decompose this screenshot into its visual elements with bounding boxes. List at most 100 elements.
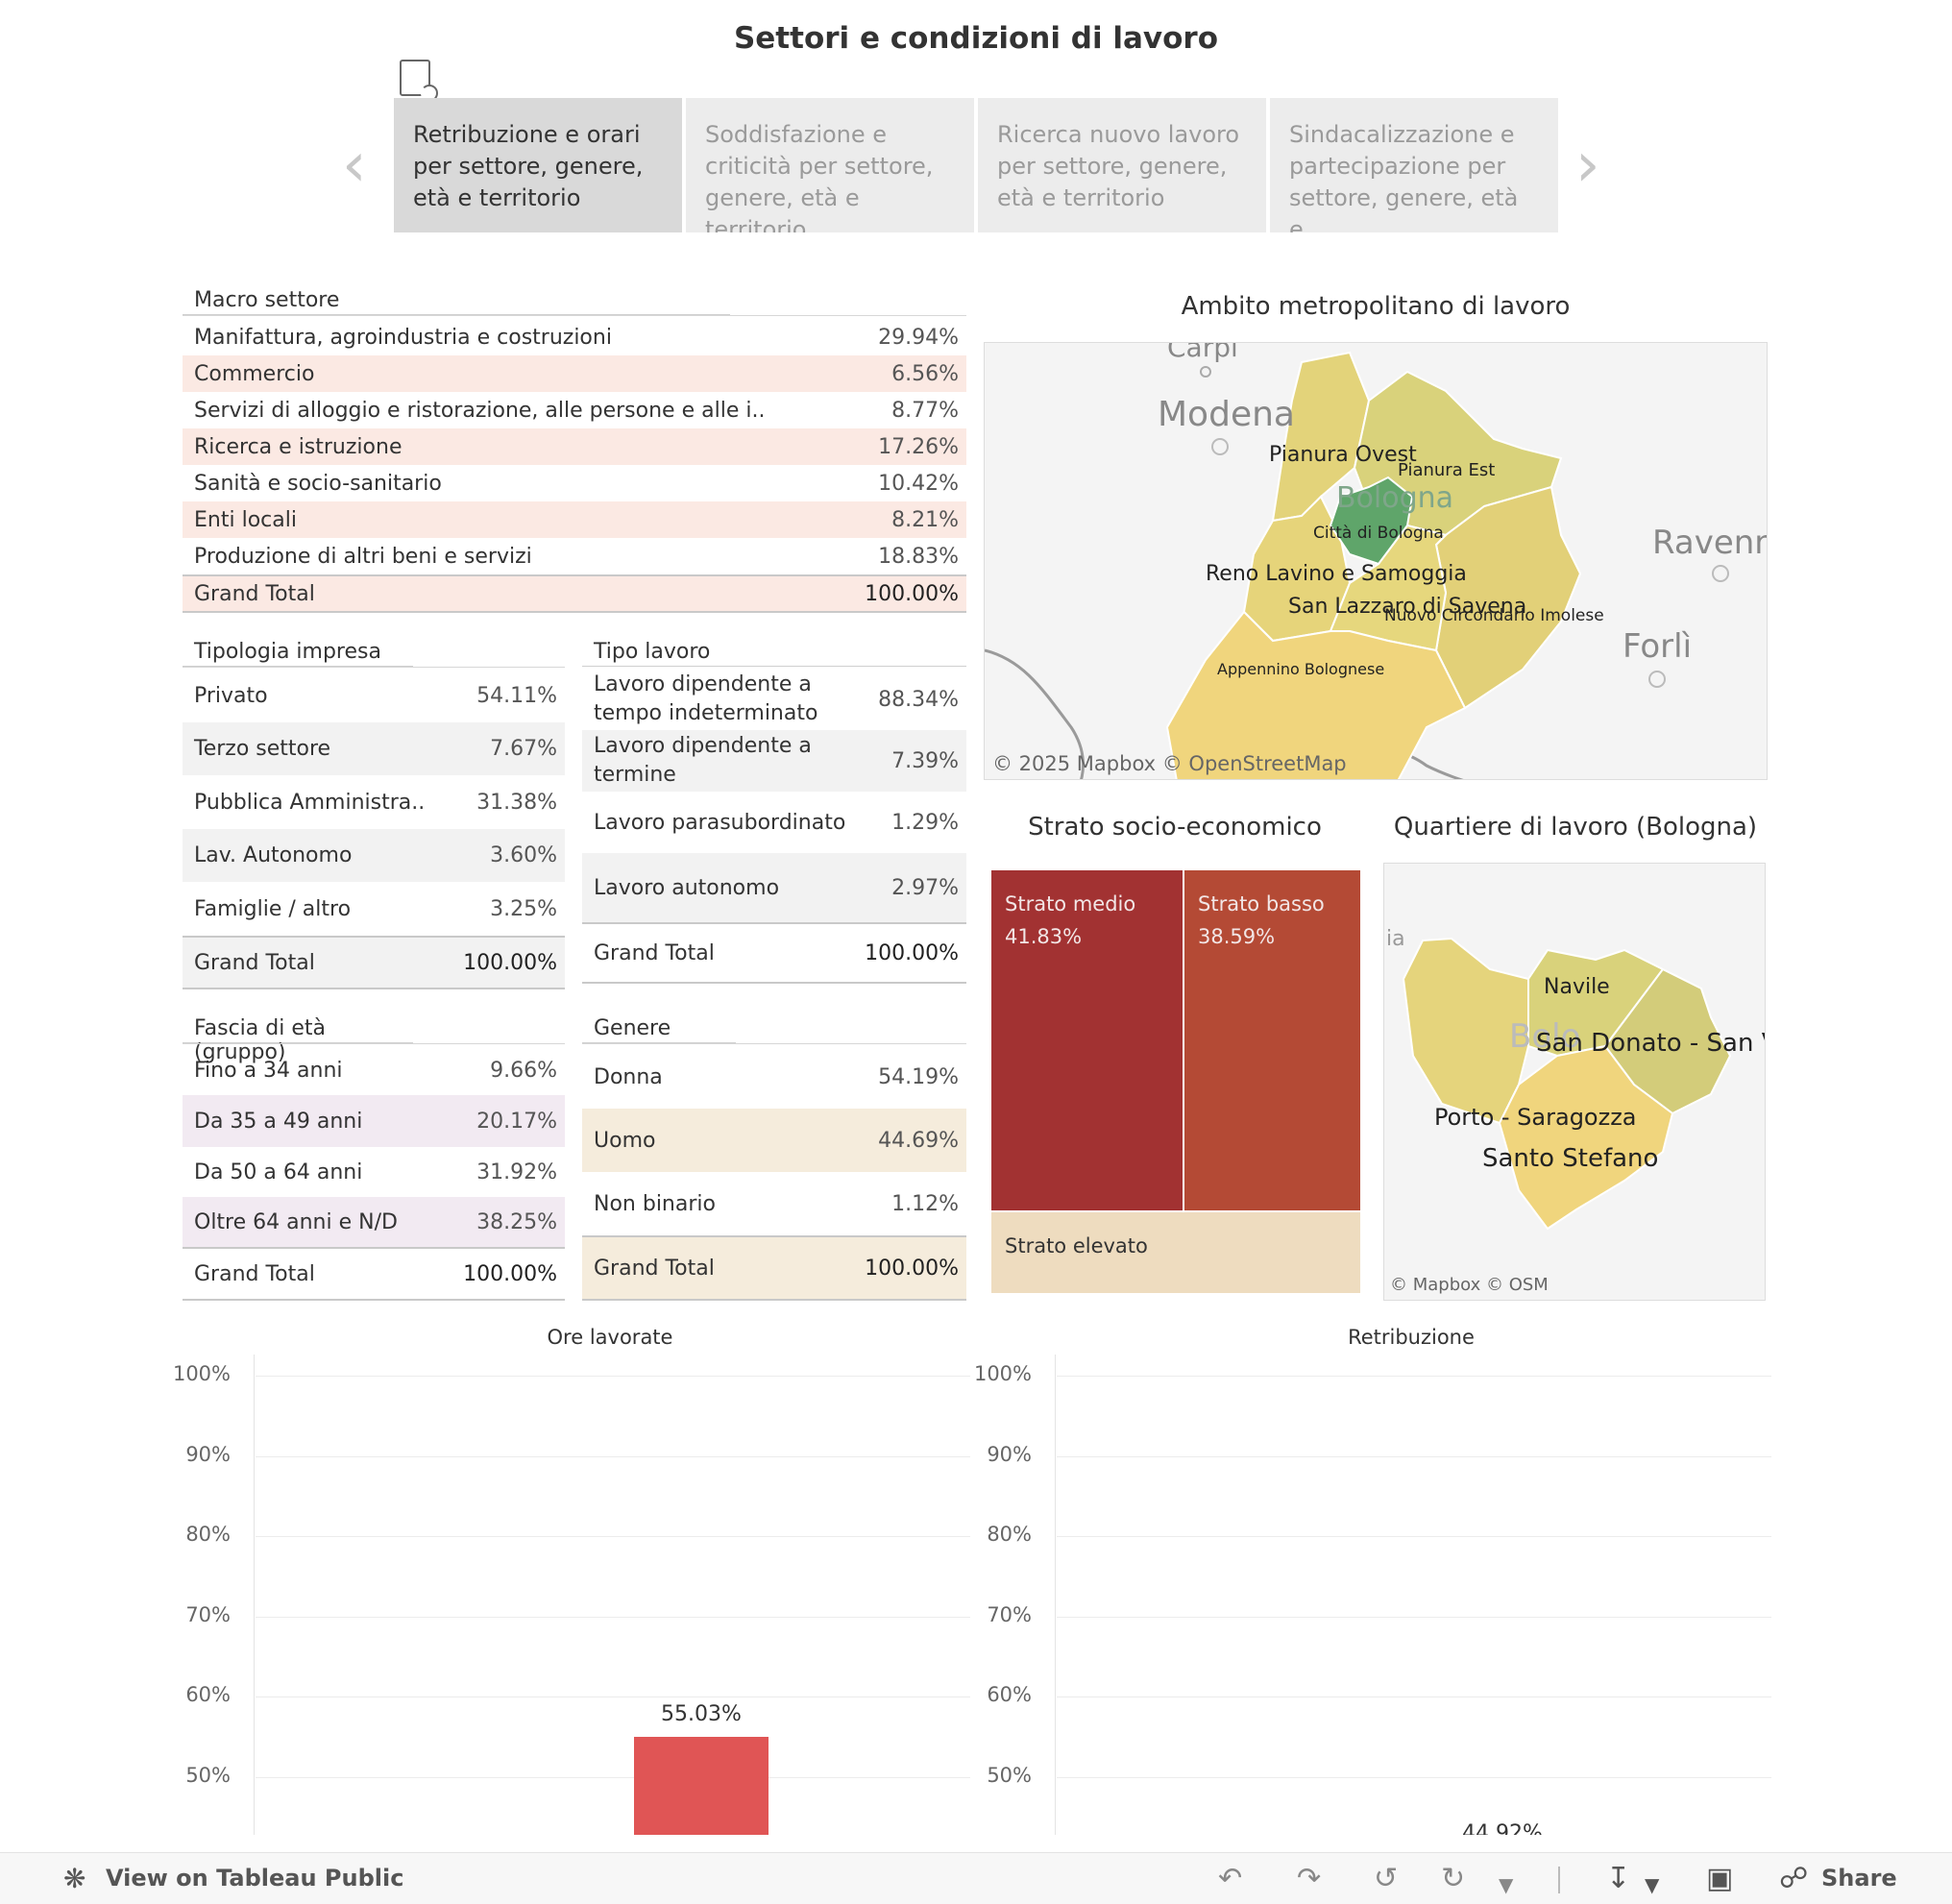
table-row[interactable]: Famiglie / altro 3.25% — [183, 882, 565, 936]
revert-icon[interactable]: ↺ — [1374, 1862, 1399, 1895]
tab-ricerca-lavoro[interactable]: Ricerca nuovo lavoro per settore, genere… — [978, 98, 1266, 232]
table-row[interactable]: Enti locali 8.21% — [183, 501, 966, 538]
chevron-left-icon[interactable]: ‹ — [342, 130, 367, 201]
area-label: Navile — [1544, 975, 1610, 999]
view-on-tableau-link[interactable]: View on Tableau Public — [106, 1865, 404, 1892]
chart-ore-lavorate: 100% 90% 80% 70% 60% 50% 55.03% — [163, 1355, 970, 1835]
table-row[interactable]: Privato 54.11% — [183, 669, 565, 722]
table-row[interactable]: Sanità e socio-sanitario 10.42% — [183, 465, 966, 501]
table-total-row[interactable]: Grand Total 100.00% — [183, 936, 565, 989]
tableau-logo-icon[interactable]: ❋ — [63, 1863, 86, 1894]
table-total-row[interactable]: Grand Total 100.00% — [183, 1247, 565, 1301]
table-row[interactable]: Da 35 a 49 anni 20.17% — [183, 1095, 565, 1147]
row-label: Lav. Autonomo — [194, 843, 353, 867]
place-label: Bologna — [1336, 481, 1454, 515]
table-row[interactable]: Uomo 44.69% — [582, 1109, 966, 1172]
table-total-row[interactable]: Grand Total 100.00% — [183, 574, 966, 613]
table-row[interactable]: Lavoro autonomo 2.97% — [582, 853, 966, 922]
row-label: Grand Total — [194, 950, 315, 975]
table-row[interactable]: Lav. Autonomo 3.60% — [183, 829, 565, 882]
row-label: Lavoro autonomo — [594, 875, 780, 900]
map-metro[interactable]: Carpi Modena Ravenn Forlì Bologna Pianur… — [984, 342, 1768, 780]
table-row[interactable]: Pubblica Amministra.. 31.38% — [183, 775, 565, 829]
y-tick-label: 70% — [987, 1602, 1032, 1626]
table-row[interactable]: Ricerca e istruzione 17.26% — [183, 428, 966, 465]
y-axis-line — [254, 1355, 255, 1835]
row-value: 54.11% — [476, 683, 557, 708]
table-row[interactable]: Lavoro parasubordinato 1.29% — [582, 792, 966, 853]
table-row[interactable]: Da 50 a 64 anni 31.92% — [183, 1147, 565, 1197]
row-value: 3.25% — [490, 896, 557, 921]
gridline — [256, 1376, 970, 1377]
area-label: Porto - Saragozza — [1434, 1104, 1637, 1131]
cell-label: Strato medio — [1005, 892, 1136, 915]
area-label: Santo Stefano — [1482, 1144, 1659, 1173]
row-value: 20.17% — [476, 1109, 557, 1134]
fullscreen-icon[interactable]: ▣ — [1706, 1862, 1734, 1895]
gridline — [1057, 1616, 1771, 1618]
fascia-eta-table: Fascia di età (gruppo) Fino a 34 anni 9.… — [183, 1016, 565, 1305]
page-title: Settori e condizioni di lavoro — [733, 21, 1219, 56]
table-total-row[interactable]: Grand Total 100.00% — [582, 1235, 966, 1301]
chevron-down-icon[interactable]: ▼ — [1645, 1873, 1660, 1896]
map-attribution[interactable]: © 2025 Mapbox © OpenStreetMap — [992, 752, 1347, 775]
treemap-cell-strato-elevato[interactable]: Strato elevato — [991, 1212, 1360, 1293]
bar-value-label: 44.92% — [1462, 1821, 1543, 1835]
share-button[interactable]: Share — [1821, 1865, 1897, 1892]
table-row[interactable]: Non binario 1.12% — [582, 1172, 966, 1235]
cell-label: Strato basso — [1198, 892, 1325, 915]
table-row[interactable]: Servizi di alloggio e ristorazione, alle… — [183, 392, 966, 428]
city-marker — [1200, 366, 1211, 378]
row-value: 31.92% — [476, 1159, 557, 1184]
table-header: Fascia di età (gruppo) — [183, 1016, 413, 1064]
area-santo-stefano[interactable] — [1498, 1044, 1674, 1231]
area-label: Pianura Ovest — [1269, 443, 1417, 467]
document-icon[interactable] — [400, 60, 438, 102]
row-label: Terzo settore — [194, 737, 331, 761]
chevron-right-icon[interactable]: › — [1575, 130, 1600, 201]
tab-soddisfazione[interactable]: Soddisfazione e criticità per settore, g… — [686, 98, 974, 232]
map-quartiere[interactable]: ia Bolo Navile San Donato - San Vi Porto… — [1383, 863, 1766, 1301]
table-row[interactable]: Lavoro dipendente a tempo indeterminato … — [582, 669, 966, 730]
table-row[interactable]: Lavoro dipendente a termine 7.39% — [582, 730, 966, 792]
tipologia-impresa-table: Tipologia impresa Privato 54.11% Terzo s… — [183, 640, 565, 989]
row-label: Famiglie / altro — [194, 896, 352, 921]
strato-title: Strato socio-economico — [1028, 813, 1322, 842]
refresh-icon[interactable]: ↻ — [1441, 1862, 1466, 1895]
table-row[interactable]: Commercio 6.56% — [183, 355, 966, 392]
place-label: ia — [1386, 927, 1405, 951]
area-citta-di-bologna[interactable] — [1329, 476, 1414, 566]
tab-retribuzione[interactable]: Retribuzione e orari per settore, genere… — [394, 98, 682, 232]
table-row[interactable]: Fino a 34 anni 9.66% — [183, 1045, 565, 1095]
redo-icon[interactable]: ↷ — [1297, 1862, 1322, 1895]
table-row[interactable]: Produzione di altri beni e servizi 18.83… — [183, 538, 966, 574]
download-icon[interactable]: ↧ — [1606, 1862, 1631, 1895]
share-icon[interactable]: ☍ — [1779, 1862, 1809, 1895]
bar[interactable] — [634, 1736, 769, 1835]
row-value: 1.29% — [891, 810, 959, 835]
table-total-row[interactable]: Grand Total 100.00% — [582, 922, 966, 984]
treemap-cell-strato-medio[interactable]: Strato medio 41.83% — [991, 870, 1183, 1210]
row-label: Produzione di altri beni e servizi — [194, 544, 532, 569]
table-row[interactable]: Terzo settore 7.67% — [183, 722, 565, 775]
map-quartiere-svg — [1402, 937, 1732, 1231]
row-value: 100.00% — [463, 950, 557, 975]
tab-sindacalizzazione[interactable]: Sindacalizzazione e partecipazione per s… — [1270, 98, 1558, 232]
row-label: Manifattura, agroindustria e costruzioni — [194, 325, 612, 350]
area-appennino-bolognese[interactable] — [1165, 610, 1467, 780]
table-row[interactable]: Oltre 64 anni e N/D 38.25% — [183, 1197, 565, 1247]
row-value: 88.34% — [878, 687, 959, 712]
treemap-cell-strato-basso[interactable]: Strato basso 38.59% — [1184, 870, 1360, 1210]
cell-value: 38.59% — [1198, 925, 1276, 948]
row-value: 100.00% — [865, 581, 959, 606]
row-value: 8.21% — [891, 507, 959, 532]
table-row[interactable]: Manifattura, agroindustria e costruzioni… — [183, 319, 966, 355]
city-marker — [1211, 438, 1229, 455]
undo-icon[interactable]: ↶ — [1218, 1862, 1243, 1895]
row-value: 100.00% — [865, 1256, 959, 1281]
table-row[interactable]: Donna 54.19% — [582, 1045, 966, 1109]
chevron-down-icon[interactable]: ▼ — [1499, 1873, 1514, 1896]
city-marker — [1648, 671, 1666, 688]
map-metro-title: Ambito metropolitano di lavoro — [1181, 292, 1571, 321]
map-attribution[interactable]: © Mapbox © OSM — [1390, 1275, 1549, 1295]
